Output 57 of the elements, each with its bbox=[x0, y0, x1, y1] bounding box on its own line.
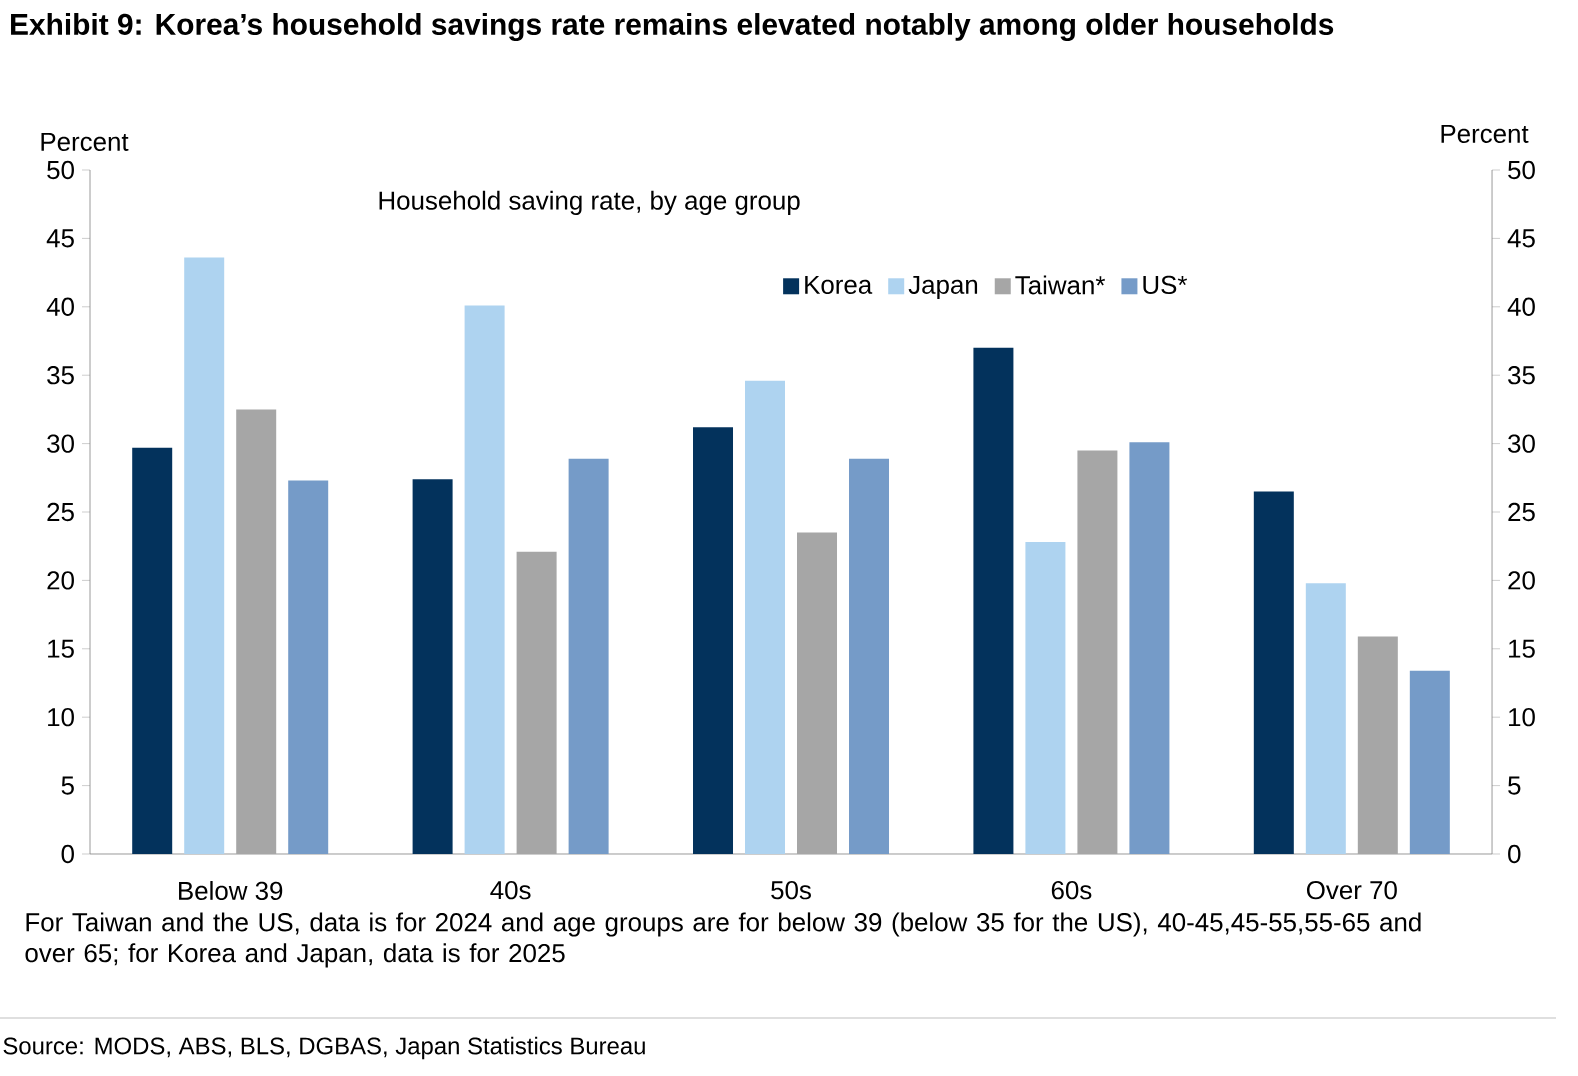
bar bbox=[288, 480, 329, 854]
y-tick-label: 50 bbox=[47, 160, 74, 180]
bar bbox=[1129, 442, 1170, 854]
bar bbox=[1409, 670, 1450, 854]
x-tick-label: 50s bbox=[771, 881, 811, 900]
bar bbox=[1357, 636, 1398, 854]
y-tick-label: 0 bbox=[61, 844, 74, 864]
legend-label: Korea bbox=[805, 275, 873, 294]
y-axis-title: Percent bbox=[41, 132, 129, 151]
y-tick-label: 15 bbox=[48, 639, 74, 658]
legend-label: Taiwan* bbox=[1015, 275, 1106, 295]
bar bbox=[1025, 542, 1066, 854]
bar bbox=[184, 257, 225, 854]
text: Household saving rate, by age group bbox=[379, 190, 800, 215]
y2-tick-label: 50 bbox=[1508, 160, 1535, 180]
y2-tick-label: 25 bbox=[1508, 502, 1535, 522]
bar bbox=[745, 380, 786, 854]
y2-tick-label: 30 bbox=[1508, 434, 1535, 453]
bar bbox=[568, 458, 609, 854]
text: For Taiwan and the US, data is for 2024 and age groups are for below 39 (below 35 for the US), 40-45,45-55,55-65 and over 65; for Korea and Japan, data is for 2025 bbox=[25, 912, 1421, 968]
y-tick-label: 20 bbox=[47, 571, 74, 590]
bar bbox=[464, 305, 505, 854]
y-tick-label: 30 bbox=[47, 434, 74, 453]
bar bbox=[1305, 583, 1346, 854]
y2-tick-label: 40 bbox=[1507, 297, 1535, 316]
x-tick-label: Over 70 bbox=[1306, 881, 1397, 900]
x-tick-label: 60s bbox=[1051, 881, 1092, 900]
y2-tick-label: 20 bbox=[1508, 571, 1535, 590]
bar bbox=[797, 532, 838, 854]
bar bbox=[412, 479, 453, 854]
y-tick-label: 25 bbox=[47, 502, 74, 522]
y-tick-label: 35 bbox=[47, 366, 74, 385]
y2-axis-title: Percent bbox=[1441, 124, 1529, 143]
y-tick-label: 5 bbox=[61, 776, 74, 795]
x-tick-label: 40s bbox=[490, 881, 531, 900]
x-tick-label: Below 39 bbox=[179, 881, 283, 901]
y2-tick-label: 35 bbox=[1508, 366, 1535, 385]
y2-tick-label: 0 bbox=[1508, 844, 1521, 864]
bar bbox=[1077, 450, 1118, 854]
y-tick-label: 10 bbox=[48, 708, 74, 727]
legend-label: Japan bbox=[908, 275, 978, 300]
chart-title: Exhibit 9: Korea’s household savings rate remains elevated notably among older households bbox=[11, 13, 1334, 42]
y2-tick-label: 10 bbox=[1509, 708, 1535, 727]
source-note: Source: MODS, ABS, BLS, DGBAS, Japan Statistics Bureau bbox=[3, 1036, 645, 1060]
legend-label: US* bbox=[1143, 275, 1188, 295]
bar bbox=[1253, 491, 1294, 854]
bar bbox=[849, 458, 890, 854]
y-tick-label: 40 bbox=[46, 297, 74, 316]
y2-tick-label: 15 bbox=[1509, 639, 1535, 658]
y2-tick-label: 45 bbox=[1507, 229, 1535, 248]
y-tick-label: 45 bbox=[46, 229, 74, 248]
bar bbox=[236, 409, 277, 854]
bar bbox=[693, 427, 734, 854]
y2-tick-label: 5 bbox=[1508, 776, 1521, 795]
bar bbox=[516, 551, 557, 854]
bar bbox=[132, 447, 173, 854]
bar bbox=[973, 347, 1014, 854]
